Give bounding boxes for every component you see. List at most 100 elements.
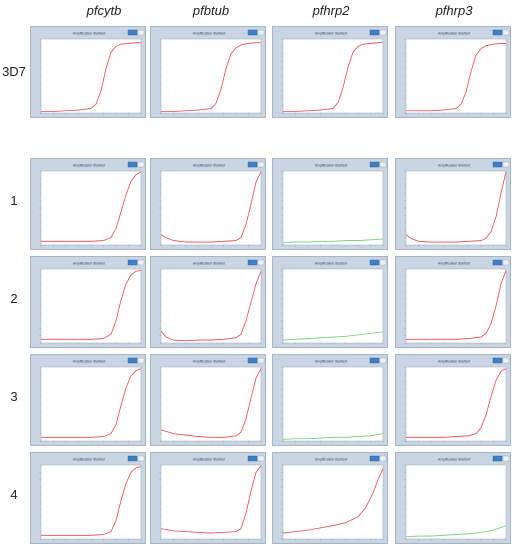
plot-area [40,366,142,442]
panel-options-button[interactable] [369,357,380,364]
plot-area [282,38,384,114]
series-line-green [405,525,507,538]
amplification-plot: Amplification Starttert [159,259,265,345]
panel-options-button[interactable] [492,259,503,266]
plot-area [40,38,142,114]
row-label-4: 4 [10,487,18,502]
panel-options-button[interactable] [247,455,258,462]
plot-area [160,464,262,540]
panel-options-button[interactable] [369,161,380,168]
panel-close-button[interactable] [379,357,387,364]
amplification-plot: Amplification Starttert [281,161,387,247]
series-line-red [406,368,507,438]
panel-title: Amplification Starttert [73,360,105,364]
panel-close-button[interactable] [379,161,387,168]
panel-close-button[interactable] [257,161,265,168]
panel-options-button[interactable] [492,29,503,36]
plot-area [405,38,507,114]
plot-area [282,366,384,442]
panel-title: Amplification Starttert [315,32,347,36]
panel-title: Amplification Starttert [73,458,105,462]
column-header-pfbtub: pfbtub [192,3,230,18]
chart-panel-4-pfhrp3: Amplification Starttert [395,452,511,544]
chart-panel-3d7-pfhrp3: Amplification Starttert [395,26,511,118]
series-line-red [41,171,142,242]
panel-close-button[interactable] [379,259,387,266]
panel-close-button[interactable] [257,357,265,364]
amplification-plot: Amplification Starttert [39,455,145,541]
chart-panel-4-pfcytb: Amplification Starttert [30,452,146,544]
row-label-3d7: 3D7 [2,64,26,79]
amplification-plot: Amplification Starttert [281,29,387,115]
row-label-2: 2 [10,291,18,306]
series-line-red [405,171,507,243]
panel-options-button[interactable] [369,259,380,266]
amplification-plot: Amplification Starttert [404,29,510,115]
amplification-plot: Amplification Starttert [39,29,145,115]
amplification-plot: Amplification Starttert [404,455,510,541]
panel-title: Amplification Starttert [315,164,347,168]
panel-options-button[interactable] [492,455,503,462]
panel-options-button[interactable] [492,357,503,364]
panel-options-button[interactable] [127,29,138,36]
amplification-plot: Amplification Starttert [39,357,145,443]
series-line-red [406,43,506,112]
amplification-plot: Amplification Starttert [159,455,265,541]
row-label-1: 1 [10,193,18,208]
series-line-green [282,331,384,341]
panel-title: Amplification Starttert [193,262,225,266]
series-line-green [282,433,384,440]
panel-options-button[interactable] [127,357,138,364]
panel-close-button[interactable] [137,455,145,462]
panel-options-button[interactable] [247,357,258,364]
panel-title: Amplification Starttert [438,360,470,364]
series-line-red [406,270,507,340]
panel-title: Amplification Starttert [193,32,225,36]
amplification-plot: Amplification Starttert [281,357,387,443]
panel-options-button[interactable] [492,161,503,168]
series-line-red [160,368,262,438]
series-line-red [282,468,384,534]
amplification-plot: Amplification Starttert [404,259,510,345]
panel-close-button[interactable] [379,29,387,36]
chart-panel-3d7-pfcytb: Amplification Starttert [30,26,146,118]
panel-close-button[interactable] [502,161,510,168]
amplification-plot: Amplification Starttert [281,455,387,541]
panel-options-button[interactable] [247,161,258,168]
panel-options-button[interactable] [127,161,138,168]
chart-panel-3-pfhrp2: Amplification Starttert [272,354,388,446]
panel-close-button[interactable] [379,455,387,462]
panel-options-button[interactable] [247,29,258,36]
chart-panel-3-pfcytb: Amplification Starttert [30,354,146,446]
panel-options-button[interactable] [369,455,380,462]
panel-options-button[interactable] [127,455,138,462]
panel-options-button[interactable] [247,259,258,266]
panel-options-button[interactable] [369,29,380,36]
plot-area [405,170,507,246]
series-line-red [160,271,262,342]
panel-close-button[interactable] [137,161,145,168]
panel-close-button[interactable] [137,357,145,364]
panel-close-button[interactable] [502,259,510,266]
panel-close-button[interactable] [502,29,510,36]
panel-close-button[interactable] [257,455,265,462]
panel-close-button[interactable] [137,259,145,266]
panel-title: Amplification Starttert [73,164,105,168]
series-line-red [283,41,384,112]
series-line-red [160,171,262,243]
panel-close-button[interactable] [257,29,265,36]
column-header-pfhrp2: pfhrp2 [312,3,350,18]
panel-close-button[interactable] [502,357,510,364]
amplification-plot: Amplification Starttert [159,29,265,115]
chart-panel-2-pfhrp3: Amplification Starttert [395,256,511,348]
panel-close-button[interactable] [502,455,510,462]
panel-close-button[interactable] [137,29,145,36]
panel-title: Amplification Starttert [438,164,470,168]
panel-options-button[interactable] [127,259,138,266]
series-line-red [160,465,262,534]
plot-area [40,268,142,344]
panel-close-button[interactable] [257,259,265,266]
panel-title: Amplification Starttert [438,262,470,266]
series-line-red [41,42,141,112]
panel-title: Amplification Starttert [193,164,225,168]
